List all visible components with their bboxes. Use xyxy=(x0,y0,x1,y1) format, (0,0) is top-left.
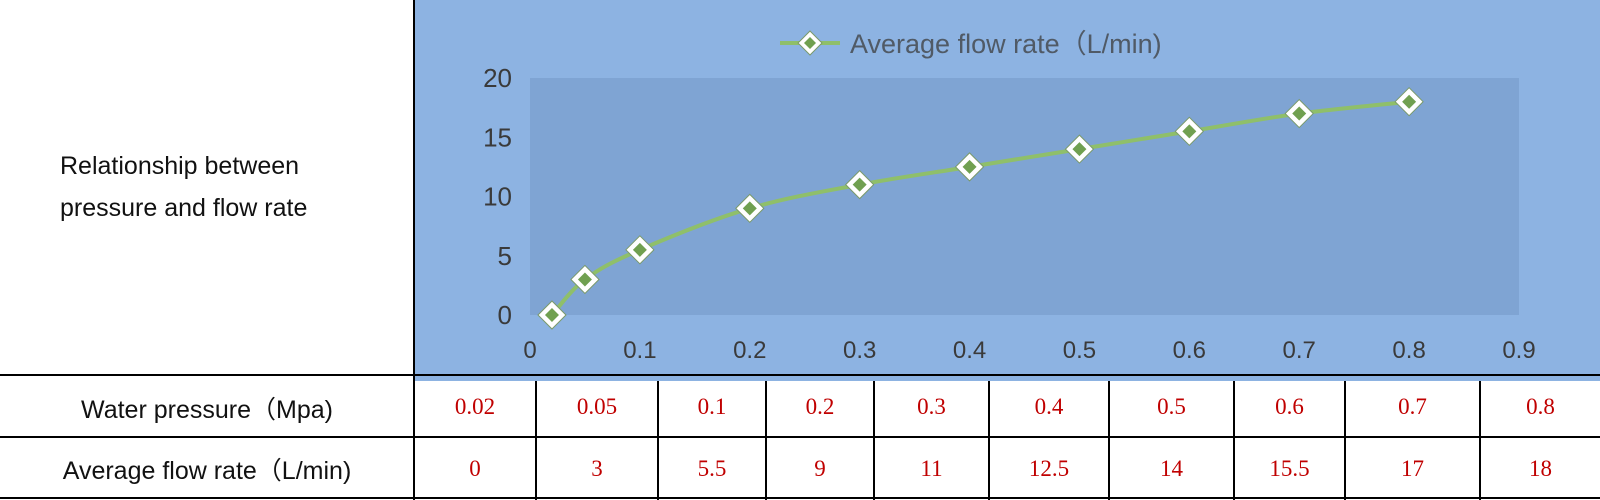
pressure-cell: 0.1 xyxy=(697,394,727,419)
y-tick-label: 5 xyxy=(498,241,512,271)
y-tick-label: 10 xyxy=(483,182,512,212)
x-tick-label: 0.4 xyxy=(953,337,986,364)
figure-title: Relationship between pressure and flow r… xyxy=(60,145,360,229)
row-label-pressure: Water pressure（Mpa) xyxy=(81,396,333,424)
table-divider xyxy=(657,381,659,500)
data-point-marker-inner xyxy=(1402,94,1417,109)
pressure-cell: 0.05 xyxy=(576,394,618,419)
x-tick-label: 0.8 xyxy=(1392,337,1425,364)
table-divider xyxy=(988,381,990,500)
data-point-marker-inner xyxy=(852,177,867,192)
plot-area xyxy=(530,78,1519,315)
pressure-cell: 0.2 xyxy=(805,394,835,419)
pressure-cell: 0.02 xyxy=(454,394,496,419)
table-divider xyxy=(1108,381,1110,500)
legend-label: Average flow rate（L/min) xyxy=(850,29,1162,59)
pressure-cell: 0.7 xyxy=(1398,394,1427,419)
table-divider xyxy=(0,374,1600,376)
data-point-marker-inner xyxy=(577,272,592,287)
y-tick-label: 15 xyxy=(483,122,512,152)
x-tick-label: 0 xyxy=(523,337,536,364)
table-divider xyxy=(1344,381,1346,500)
data-point-marker-inner xyxy=(1182,124,1197,139)
x-tick-label: 0.9 xyxy=(1502,337,1535,364)
legend-marker-inner xyxy=(804,37,816,49)
data-point-marker-inner xyxy=(962,159,977,174)
flow-cell: 0 xyxy=(469,456,481,481)
flow-cell: 9 xyxy=(814,456,826,481)
table-divider xyxy=(535,381,537,500)
pressure-cell: 0.6 xyxy=(1275,394,1304,419)
data-point-marker-inner xyxy=(742,201,757,216)
flow-cell: 17 xyxy=(1401,456,1424,481)
table-divider xyxy=(0,436,1600,438)
x-tick-label: 0.5 xyxy=(1063,337,1096,364)
table-divider xyxy=(873,381,875,500)
chart-area: 0 5 10 15 20 0 0.1 0.2 0.3 0.4 0.5 0.6 0.7 0.8 0.9 Aver… xyxy=(415,0,1600,381)
x-tick-label: 0.6 xyxy=(1173,337,1206,364)
row-label-flow: Average flow rate（L/min) xyxy=(62,457,352,485)
x-tick-label: 0.2 xyxy=(733,337,766,364)
table-divider xyxy=(413,0,415,500)
data-point-marker-inner xyxy=(1072,142,1087,157)
figure-title-line1: Relationship between xyxy=(60,152,300,180)
table-divider xyxy=(765,381,767,500)
flow-cell: 3 xyxy=(591,456,603,481)
pressure-cell: 0.5 xyxy=(1157,394,1186,419)
data-point-marker-inner xyxy=(544,308,559,322)
x-tick-label: 0.7 xyxy=(1283,337,1316,364)
table-divider xyxy=(1479,381,1481,500)
x-tick-label: 0.1 xyxy=(623,337,656,364)
flow-cell: 5.5 xyxy=(697,456,727,481)
flow-cell: 18 xyxy=(1529,456,1552,481)
pressure-cell: 0.8 xyxy=(1526,394,1555,419)
flow-cell: 14 xyxy=(1160,456,1183,481)
y-tick-label: 0 xyxy=(498,300,512,330)
flow-cell: 12.5 xyxy=(1028,456,1070,481)
pressure-cell: 0.3 xyxy=(917,394,946,419)
flow-cell: 15.5 xyxy=(1269,456,1310,481)
y-tick-label: 20 xyxy=(483,63,512,93)
table-divider xyxy=(1233,381,1235,500)
figure-title-line2: pressure and flow rate xyxy=(60,194,308,222)
pressure-cell: 0.4 xyxy=(1034,394,1064,419)
x-tick-label: 0.3 xyxy=(843,337,876,364)
data-point-marker-inner xyxy=(632,242,647,257)
flow-cell: 11 xyxy=(920,456,943,481)
table-divider xyxy=(0,497,1600,499)
data-point-marker-inner xyxy=(1292,106,1307,121)
